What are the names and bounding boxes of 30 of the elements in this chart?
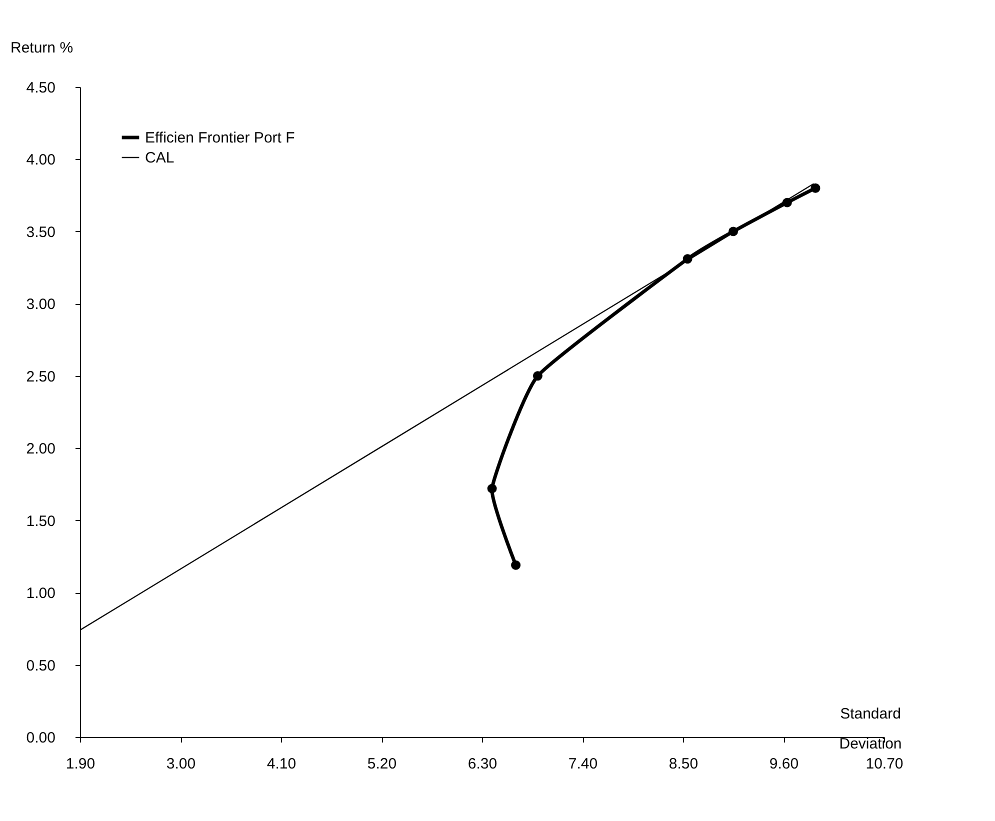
x-tick-label: 8.50 <box>668 756 698 772</box>
y-tick-label: 1.50 <box>26 512 56 530</box>
x-tick-label: 6.30 <box>468 756 498 772</box>
y-tick-label: 0.00 <box>26 730 56 746</box>
x-tick-label: 10.70 <box>866 756 904 772</box>
y-tick-label: 1.00 <box>26 585 56 602</box>
x-tick-label: 5.20 <box>367 756 397 772</box>
x-tick-label: 1.90 <box>66 756 96 772</box>
point <box>728 226 738 236</box>
y-tick-label: 2.00 <box>26 440 56 458</box>
point <box>782 198 792 208</box>
point <box>682 254 692 264</box>
point <box>532 371 542 381</box>
x-tick-label: 3.00 <box>166 756 196 772</box>
y-axis-title: Return % <box>10 40 74 56</box>
point <box>511 560 521 570</box>
y-tick-label: 0.50 <box>26 657 56 674</box>
y-tick-label: 2.50 <box>26 368 56 386</box>
x-tick-label: 9.60 <box>769 756 799 772</box>
y-tick-label: 3.00 <box>26 296 56 314</box>
x-tick-label: 4.10 <box>266 756 296 772</box>
y-tick-label: 3.50 <box>26 224 56 241</box>
y-tick-label: 4.00 <box>26 152 56 169</box>
legend-label: CAL <box>145 150 174 166</box>
x-axis-title: Standard Deviation <box>839 706 902 752</box>
y-tick-label: 4.50 <box>26 80 56 96</box>
point <box>810 183 820 193</box>
x-tick-label: 7.40 <box>568 756 598 772</box>
point <box>487 484 497 494</box>
legend-label: Efficien Frontier Port F <box>145 130 295 146</box>
